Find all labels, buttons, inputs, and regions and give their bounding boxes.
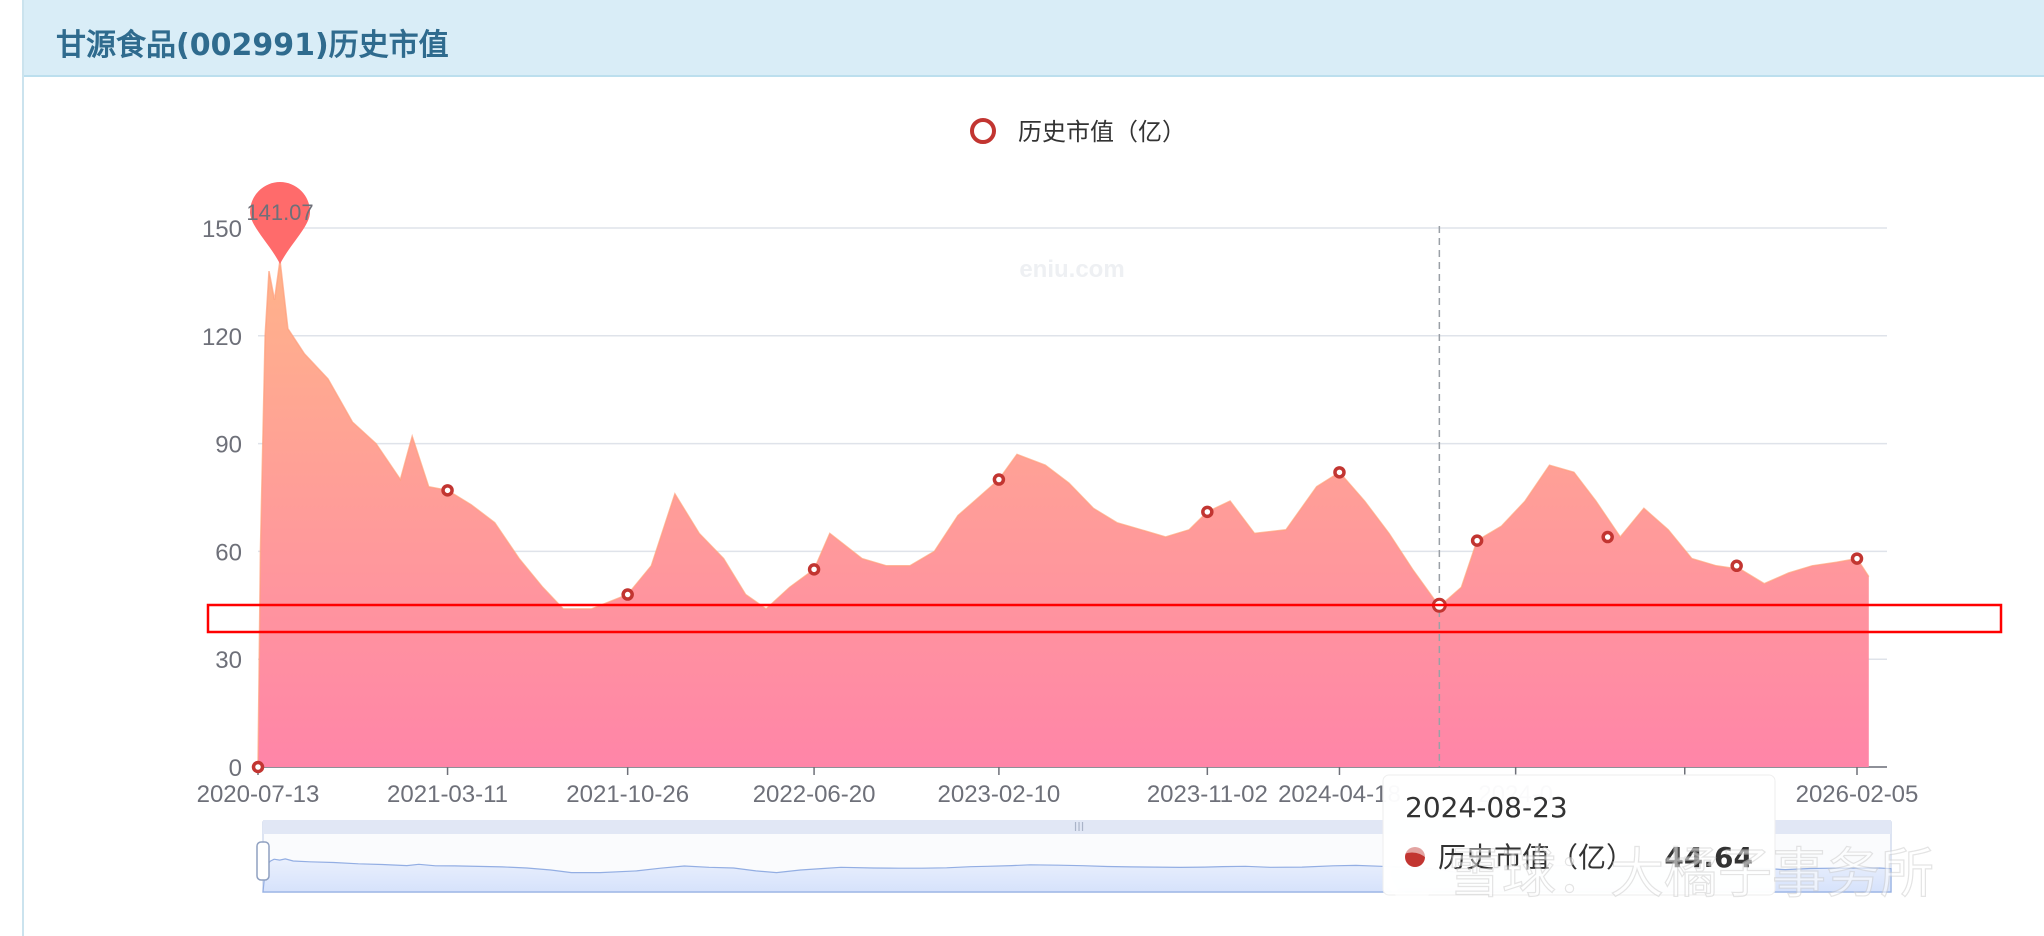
data-point-marker[interactable]	[1201, 505, 1214, 519]
legend-label: 历史市值（亿）	[1018, 118, 1186, 146]
watermark-text: eniu.com	[1019, 256, 1124, 283]
max-value-label: 141.07	[246, 200, 313, 225]
tooltip-box	[1382, 774, 1776, 896]
x-tick-label: 2023-11-02	[1147, 781, 1268, 808]
zoom-grip-icon[interactable]: III	[1074, 820, 1085, 834]
x-tick-label: 2021-03-11	[387, 781, 508, 808]
x-tick-label: 2024-04-18	[1278, 781, 1401, 808]
data-point-marker[interactable]	[251, 760, 265, 774]
panel-header: 甘源食品(002991)历史市值	[24, 0, 2044, 77]
highlight-rectangle	[206, 603, 2003, 634]
x-tick-label: 2020-07-13	[197, 781, 320, 808]
data-point-marker[interactable]	[1333, 466, 1346, 479]
tooltip-date: 2024-08-23	[1405, 791, 1568, 824]
y-tick-label: 60	[215, 539, 242, 566]
y-tick-label: 30	[215, 647, 242, 674]
y-tick-label: 90	[215, 432, 242, 459]
page-title: 甘源食品(002991)历史市值	[56, 28, 449, 63]
area-series-fill	[258, 260, 1869, 767]
x-tick-label: 2026-02-05	[1796, 781, 1919, 808]
tooltip-series-name: 历史市值（亿）	[1438, 841, 1634, 874]
data-point-marker[interactable]	[1470, 534, 1484, 547]
watermark-logo-icon	[1384, 845, 1440, 901]
x-tick-label: 2021-10-26	[566, 781, 689, 808]
watermark-overlay-text: 雪球：大橘子事务所	[1448, 842, 1934, 905]
tooltip-value: 44.64	[1664, 841, 1753, 874]
zoom-handle-left[interactable]	[256, 841, 270, 881]
data-point-marker[interactable]	[807, 563, 821, 576]
data-point-marker[interactable]	[1601, 530, 1614, 544]
data-point-marker[interactable]	[992, 473, 1006, 486]
overlay-watermark: 雪球：大橘子事务所	[1384, 841, 1935, 906]
data-point-marker[interactable]	[1850, 552, 1864, 565]
x-tick-label: 2022-06-20	[753, 781, 876, 808]
data-point-marker[interactable]	[621, 588, 634, 601]
data-point-marker[interactable]	[1730, 559, 1743, 573]
max-value-pin	[250, 182, 311, 265]
data-point-marker[interactable]	[441, 484, 454, 497]
x-tick-label: 2023-02-10	[938, 781, 1061, 808]
y-tick-label: 120	[202, 324, 242, 351]
legend-circle-icon	[970, 118, 996, 144]
y-tick-label: 0	[229, 755, 242, 782]
y-tick-label: 150	[202, 216, 242, 243]
